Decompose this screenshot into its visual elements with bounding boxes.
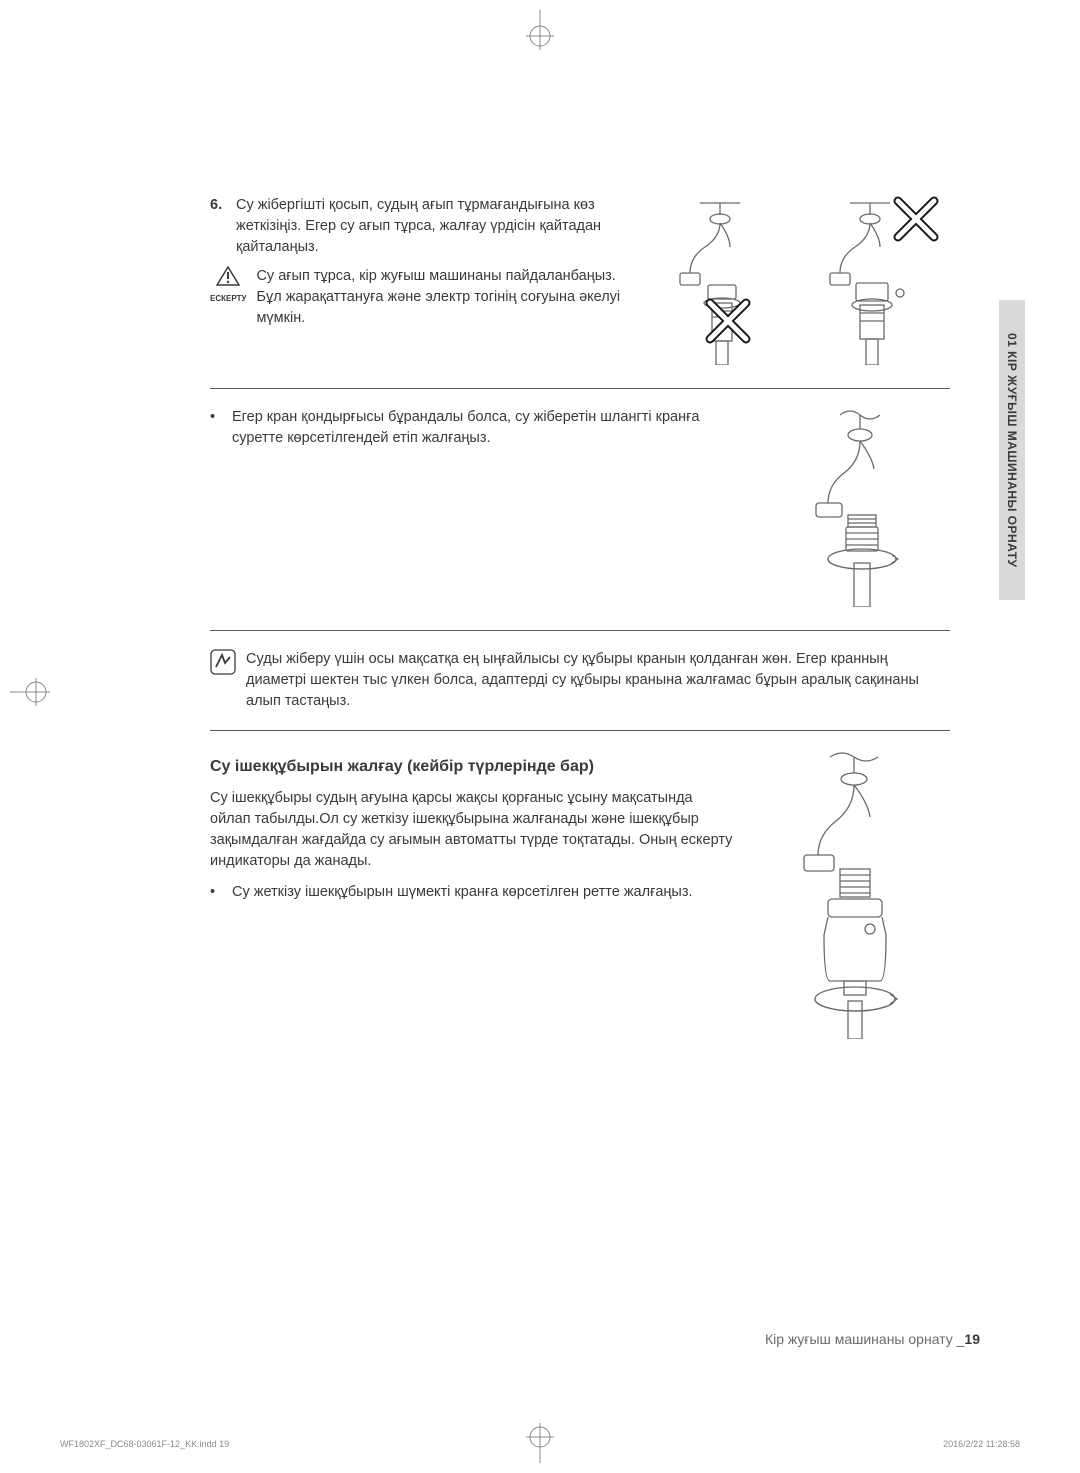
page-content: 6. Су жібергішті қосып, судың ағып тұрма… [210, 195, 950, 1074]
aqua-hose-diagram [750, 749, 950, 1044]
page-footer: Кір жуғыш машинаны орнату _19 [765, 1331, 980, 1347]
aqua-hose-section: Су ішекқұбырын жалғау (кейбір түрлерінде… [210, 749, 950, 1062]
step-6-section: 6. Су жібергішті қосып, судың ағып тұрма… [210, 195, 950, 389]
faucet-diagram-wrong [650, 195, 950, 370]
warning-row: ЕСКЕРТУ Су ағып тұрса, кір жуғыш машинан… [210, 266, 634, 329]
step-6-text: Су жібергішті қосып, судың ағып тұрмаған… [236, 195, 634, 258]
aqua-hose-bullet-text: Су жеткізу ішекқұбырын шүмекті кранға кө… [232, 882, 693, 903]
warning-label: ЕСКЕРТУ [210, 293, 246, 305]
bullet-threaded-text: Егер кран қондырғысы бұрандалы болса, су… [232, 407, 754, 449]
section-tab-label: 01 КІР ЖУҒЫШ МАШИНАНЫ ОРНАТУ [1005, 333, 1019, 568]
print-filename: WF1802XF_DC68-03061F-12_KK.indd 19 [60, 1439, 229, 1449]
print-metadata: WF1802XF_DC68-03061F-12_KK.indd 19 2016/… [60, 1439, 1020, 1449]
note-text: Суды жіберу үшін осы мақсатқа ең ыңғайлы… [246, 649, 950, 712]
note-section: Суды жіберу үшін осы мақсатқа ең ыңғайлы… [210, 649, 950, 731]
threaded-tap-diagram [770, 407, 950, 612]
step-6-item: 6. Су жібергішті қосып, судың ағып тұрма… [210, 195, 634, 258]
warning-text: Су ағып тұрса, кір жуғыш машинаны пайдал… [256, 266, 634, 329]
crop-mark-left [10, 672, 50, 712]
page-number: 19 [964, 1331, 980, 1347]
note-icon [210, 649, 236, 680]
step-number: 6. [210, 195, 228, 258]
aqua-hose-para: Су ішекқұбыры судың ағуына қарсы жақсы қ… [210, 788, 734, 872]
footer-text: Кір жуғыш машинаны орнату _ [765, 1331, 964, 1347]
aqua-hose-bullet: • Су жеткізу ішекқұбырын шүмекті кранға … [210, 882, 734, 903]
print-timestamp: 2016/2/22 11:28:58 [943, 1439, 1020, 1449]
crop-mark-top [520, 10, 560, 50]
section-tab: 01 КІР ЖУҒЫШ МАШИНАНЫ ОРНАТУ [999, 300, 1025, 600]
threaded-tap-section: • Егер кран қондырғысы бұрандалы болса, … [210, 407, 950, 631]
aqua-hose-title: Су ішекқұбырын жалғау (кейбір түрлерінде… [210, 755, 734, 778]
bullet-threaded: • Егер кран қондырғысы бұрандалы болса, … [210, 407, 754, 449]
warning-icon: ЕСКЕРТУ [210, 266, 246, 305]
